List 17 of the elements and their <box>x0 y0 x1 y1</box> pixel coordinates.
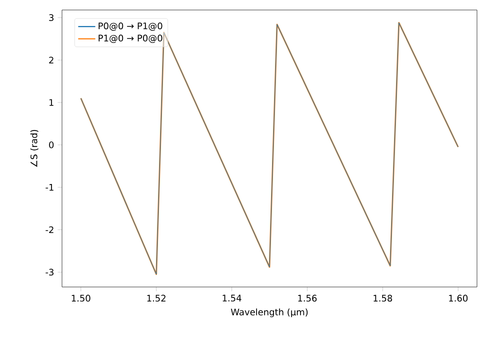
y-tick-label: 2 <box>49 56 54 64</box>
x-tick-label: 1.58 <box>374 294 392 302</box>
y-tick-label: 3 <box>49 14 54 22</box>
x-tick-label: 1.60 <box>449 294 468 302</box>
x-axis-title: Wavelength (μm) <box>230 308 308 318</box>
x-tick-label: 1.50 <box>72 294 90 302</box>
y-tick-label: -3 <box>46 268 54 276</box>
legend-label: P0@0 → P1@0 <box>98 22 162 31</box>
y-tick-label: 1 <box>49 99 54 106</box>
x-tick-label: 1.54 <box>222 294 242 302</box>
x-tick-label: 1.56 <box>298 294 317 302</box>
y-tick-label: 0 <box>49 141 54 148</box>
y-tick-label: -1 <box>46 184 54 191</box>
legend-label: P1@0 → P0@0 <box>98 34 162 43</box>
y-axis-title: ∠S (rad) <box>30 130 38 168</box>
x-tick-label: 1.52 <box>147 294 166 302</box>
y-tick-label: -2 <box>46 226 54 234</box>
